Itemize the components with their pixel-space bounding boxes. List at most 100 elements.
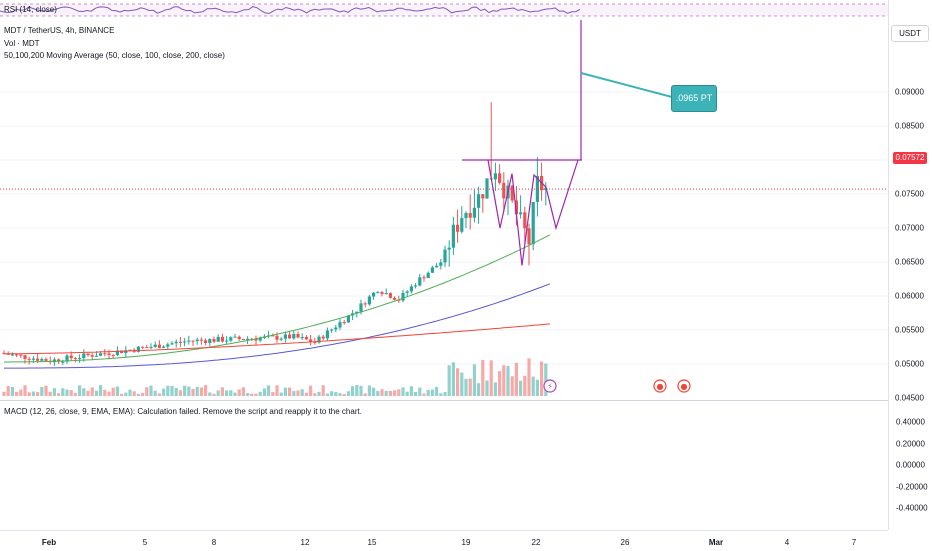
volume-bar <box>237 389 241 396</box>
candle <box>78 358 82 360</box>
volume-bar <box>141 393 145 396</box>
candle <box>220 336 224 342</box>
candle <box>456 224 460 232</box>
volume-bar <box>321 385 325 396</box>
candle <box>195 339 199 342</box>
candle <box>460 218 464 232</box>
volume-bar <box>258 391 262 396</box>
candle <box>502 182 506 199</box>
currency-unit-button[interactable]: USDT <box>891 25 929 42</box>
candle <box>300 336 304 338</box>
candle <box>346 315 350 323</box>
candle <box>401 292 405 301</box>
current-price-badge: 0.07572 <box>893 152 927 164</box>
candle <box>292 333 296 339</box>
candle <box>376 292 380 294</box>
price-chart[interactable]: ⚡ ● ● <box>0 20 888 397</box>
rsi-pane[interactable]: RSI (14, close) <box>0 0 888 20</box>
volume-bar <box>267 385 271 396</box>
macd-pane[interactable]: MACD (12, 26, close, 9, EMA, EMA): Calcu… <box>0 400 888 531</box>
candle <box>153 344 157 347</box>
candle <box>44 359 48 361</box>
volume-bar <box>456 368 460 396</box>
volume-bar <box>409 386 413 396</box>
volume-bar <box>275 385 279 396</box>
volume-bar <box>300 389 304 396</box>
candle <box>57 359 61 362</box>
time-axis-label: 5 <box>142 538 148 547</box>
candle <box>103 353 107 355</box>
volume-bar <box>414 391 418 396</box>
volume-bar <box>288 387 292 396</box>
volume-bar <box>439 393 443 396</box>
volume-bar <box>187 386 191 396</box>
candle <box>359 303 363 312</box>
volume-bar <box>313 393 317 396</box>
candle <box>90 355 94 357</box>
moving-average-ma50 <box>4 234 551 363</box>
price-target-label[interactable]: .0965 PT <box>671 85 717 112</box>
candle <box>254 339 258 341</box>
volume-bar <box>472 364 476 396</box>
macd-error-message: MACD (12, 26, close, 9, EMA, EMA): Calcu… <box>4 407 362 416</box>
moving-average-ma100 <box>4 283 551 369</box>
candle <box>275 335 279 340</box>
candle <box>225 340 229 342</box>
volume-bar <box>405 391 409 396</box>
volume-bar <box>279 392 283 396</box>
price-axis[interactable]: 0.090000.085000.080000.075000.070000.065… <box>888 0 932 530</box>
volume-bar <box>342 393 346 396</box>
candle <box>15 354 19 356</box>
pattern-drawing <box>487 159 579 266</box>
volume-bar <box>216 390 220 396</box>
candle <box>317 336 321 343</box>
candle <box>174 341 178 344</box>
volume-bar <box>292 390 296 396</box>
candle <box>136 346 140 352</box>
candle <box>61 361 65 363</box>
volume-bar <box>107 391 111 396</box>
us-flag-icon[interactable] <box>677 379 691 393</box>
volume-bar <box>233 392 237 396</box>
time-axis[interactable]: Feb 5 8 12 15 19 22 26 Mar 4 7 <box>0 530 888 551</box>
candle <box>388 293 392 298</box>
volume-bar <box>128 389 132 396</box>
volume-bar <box>426 389 430 396</box>
volume-bar <box>225 390 229 396</box>
volume-bar <box>212 393 216 396</box>
volume-bar <box>393 390 397 396</box>
volume-bar <box>136 393 140 396</box>
volume-bar <box>514 362 518 396</box>
price-pane[interactable]: ⚡ ● ● MDT / TetherUS, 4h, BINANCE Vol · MD… <box>0 20 888 397</box>
candle <box>405 291 409 293</box>
candle <box>527 228 531 245</box>
volume-bar <box>317 391 321 396</box>
volume-bar <box>94 390 98 396</box>
volume-bar <box>195 386 199 396</box>
candle <box>443 249 447 263</box>
volume-bar <box>338 393 342 396</box>
volume-bar <box>65 389 69 396</box>
price-axis-label: 0.05500 <box>895 325 924 335</box>
price-axis-label: 0.04500 <box>895 393 924 403</box>
candle <box>313 341 317 343</box>
candle <box>355 311 359 314</box>
volume-bar <box>86 390 90 396</box>
candle <box>157 344 161 348</box>
volume-bar <box>346 391 350 396</box>
candle <box>393 297 397 300</box>
price-axis-label: 0.09000 <box>895 87 924 97</box>
candle <box>183 341 187 343</box>
time-axis-label: Mar <box>708 538 724 547</box>
moving-average-ma200 <box>4 323 551 355</box>
us-flag-icon[interactable] <box>653 379 667 393</box>
volume-bar <box>69 390 73 396</box>
volume-bar <box>10 386 14 396</box>
rsi-legend: RSI (14, close) <box>4 5 57 14</box>
volume-bar <box>145 387 149 396</box>
candle <box>40 359 44 361</box>
volume-bar <box>430 389 434 396</box>
volume-bar <box>309 385 313 396</box>
volume-bar <box>99 385 103 396</box>
flash-icon[interactable] <box>543 379 557 393</box>
